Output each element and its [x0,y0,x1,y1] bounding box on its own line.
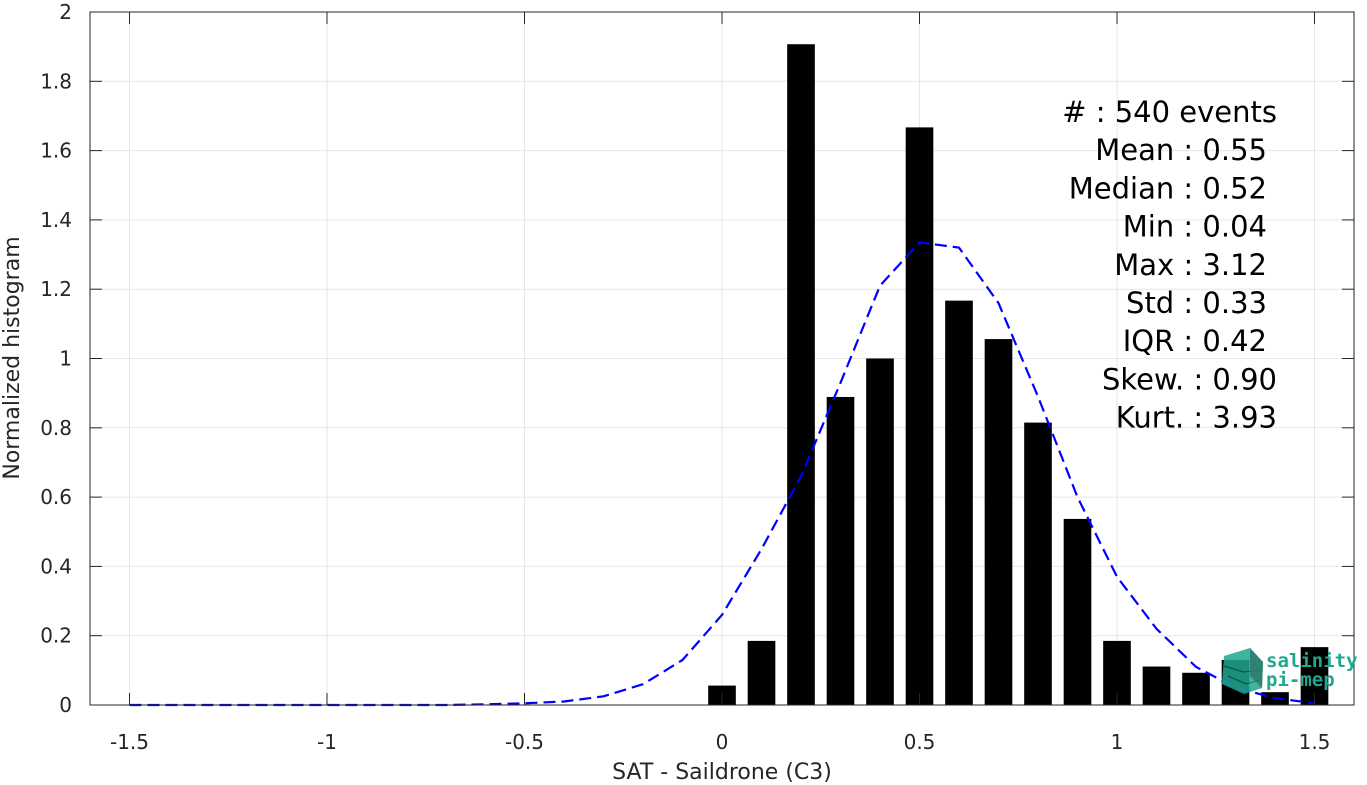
y-tick-label: 1.2 [40,277,72,301]
y-tick-label: 1.6 [40,139,72,163]
histogram-bar [945,300,973,705]
x-tick-label: -1 [317,730,337,754]
x-tick-label: -0.5 [505,730,544,754]
fit-curve [129,241,1315,707]
histogram-bar [747,640,776,705]
histogram-bar [1142,666,1171,705]
y-tick-label: 0.4 [40,554,72,578]
y-tick-label: 0.6 [40,485,72,509]
stat-line: Mean : 0.55 [1095,133,1267,167]
stats-box: # : 540 events Mean : 0.55 Median : 0.52 Mi… [1062,95,1277,435]
x-tick-label: 1 [1111,730,1124,754]
stat-line: Median : 0.52 [1069,171,1267,205]
x-tick-label: 0 [716,730,729,754]
salinity-pi-mep-logo: salinity pi-mep [1222,648,1358,694]
histogram-bar [787,44,815,706]
x-tick-labels: -1.5 -1 -0.5 0 0.5 1 1.5 [110,730,1330,754]
histogram-bar [866,358,894,705]
x-tick-label: 0.5 [904,730,936,754]
y-tick-label: 1.4 [40,208,72,232]
stat-line: Skew. : 0.90 [1102,362,1277,396]
histogram-bars [708,44,1329,706]
histogram-bar [1024,422,1052,705]
y-axis-title: Normalized histogram [0,236,25,479]
y-tick-label: 1 [59,347,72,371]
y-tick-label: 2 [59,0,72,24]
histogram-bar [905,127,934,705]
stat-line: IQR : 0.42 [1123,324,1267,358]
logo-shape-icon [1222,648,1263,694]
stat-line: Min : 0.04 [1123,210,1267,244]
histogram-bar [1182,672,1210,705]
logo-line-2: pi-mep [1266,669,1335,691]
histogram-bar [826,396,855,705]
y-tick-labels: 0 0.2 0.4 0.6 0.8 1 1.2 1.4 1.6 1.8 2 [40,0,72,717]
histogram-bar [1063,518,1092,705]
stat-line: Max : 3.12 [1114,248,1267,282]
stat-line: Std : 0.33 [1126,286,1267,320]
x-tick-label: -1.5 [110,730,149,754]
y-tick-label: 0 [59,693,72,717]
histogram-bar [984,339,1013,705]
y-tick-label: 0.8 [40,416,72,440]
x-tick-label: 1.5 [1299,730,1331,754]
axis-ticks [90,11,1354,706]
stat-line: Kurt. : 3.93 [1116,401,1277,435]
x-axis-title: SAT - Saildrone (C3) [612,760,832,785]
stat-line: # : 540 events [1062,95,1277,129]
logo-line-1: salinity [1266,650,1358,672]
y-tick-label: 0.2 [40,624,72,648]
y-tick-label: 1.8 [40,69,72,93]
